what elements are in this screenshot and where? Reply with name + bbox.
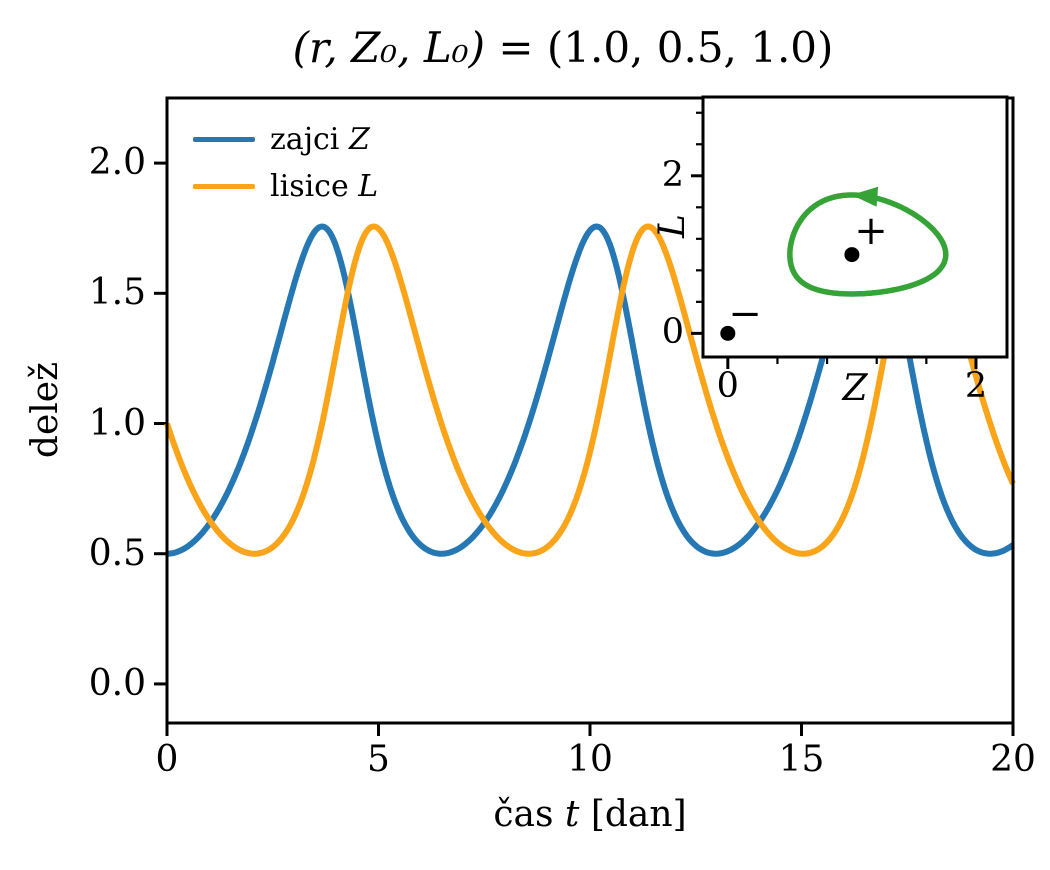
legend-symbol-lisice: L (358, 168, 379, 204)
x-axis-label-pre: čas (493, 794, 565, 835)
legend-label-zajci: zajci Z (270, 124, 370, 156)
legend-symbol-zajci: Z (348, 121, 370, 157)
series-line-lisice (164, 223, 1016, 557)
inset-x-tick-label: 2 (964, 366, 988, 406)
x-tick-label: 0 (155, 739, 179, 780)
fixed-point-minus-label: − (728, 291, 762, 337)
axes-frame (165, 96, 1015, 725)
y-tick-label: 1.5 (88, 272, 146, 314)
inset-x-axis-label: Z (842, 368, 868, 409)
inset-y-tick-label: 0 (661, 312, 684, 353)
x-tick-label: 5 (367, 739, 390, 780)
x-tick-label: 20 (990, 739, 1036, 780)
x-axis-label-unit: [dan] (579, 794, 687, 835)
fixed-point-dot (844, 247, 860, 263)
legend-item-zajci: zajci Z (193, 116, 378, 163)
fixed-point-dot (720, 325, 736, 341)
legend-line-zajci (193, 137, 255, 142)
legend: zajci Z lisice L (193, 116, 378, 210)
inset-frame (701, 95, 1009, 359)
fixed-point-plus-label: + (854, 208, 888, 254)
y-tick-label: 0.5 (88, 532, 146, 574)
x-tick-label: 10 (567, 739, 613, 780)
chart-title-values: = (1.0, 0.5, 1.0) (484, 23, 834, 72)
y-tick-label: 0.0 (88, 662, 146, 704)
y-tick-label: 2.0 (88, 142, 146, 184)
legend-item-lisice: lisice L (193, 163, 378, 210)
y-tick-label: 1.0 (88, 402, 146, 444)
chart-title-parameters: (r, Z₀, L₀) (292, 23, 485, 72)
legend-line-lisice (193, 184, 255, 189)
legend-label-lisice: lisice L (270, 171, 378, 203)
x-tick-label: 15 (778, 739, 825, 780)
inset-x-tick-label: 0 (716, 366, 739, 406)
inset-y-axis-label: L (652, 214, 694, 238)
legend-text-lisice: lisice (270, 168, 359, 204)
legend-text-zajci: zajci (270, 121, 349, 157)
inset-y-tick-label: 2 (661, 154, 684, 195)
x-axis-label-variable: t (564, 794, 580, 835)
x-axis-label: čas t [dan] (167, 796, 1013, 834)
phase-orbit (787, 192, 949, 297)
chart-title: (r, Z₀, L₀) = (1.0, 0.5, 1.0) (140, 23, 986, 72)
orbit-direction-arrow (851, 186, 879, 207)
